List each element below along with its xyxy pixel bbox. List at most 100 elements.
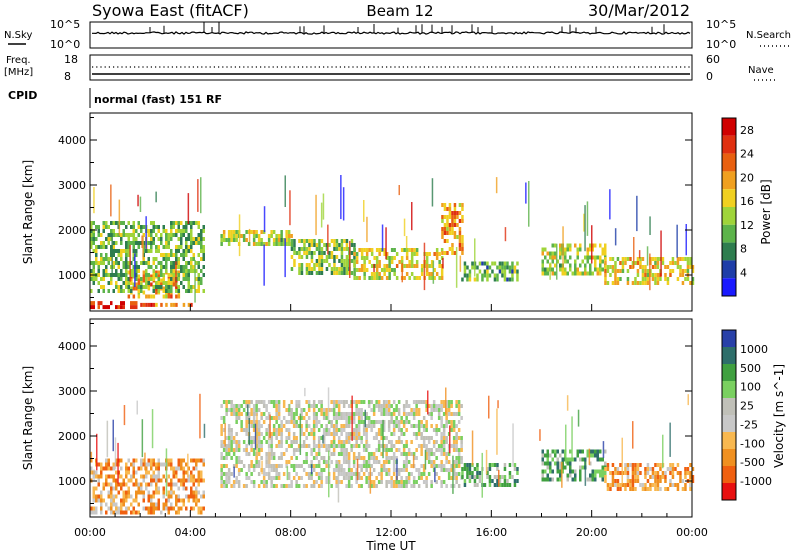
power-cell (147, 233, 150, 237)
power-cell (471, 265, 474, 270)
power-cell (197, 221, 200, 225)
power-cell (105, 257, 108, 261)
power-cell (175, 229, 178, 233)
vel-cell (422, 424, 426, 428)
vel-cell (330, 400, 333, 404)
vel-cell (478, 471, 482, 475)
vel-cell (305, 452, 308, 456)
vel-cell (370, 480, 373, 484)
power-cell (180, 221, 183, 225)
power-cell (641, 257, 645, 261)
power-cell (448, 203, 452, 207)
vel-cell (295, 456, 298, 460)
vel-cell (275, 464, 278, 468)
power-streak (385, 227, 387, 260)
vel-cell (579, 477, 582, 482)
vel-cell (392, 424, 396, 428)
vel-cell (337, 436, 341, 440)
power-cell (506, 261, 509, 266)
vel-streak (632, 421, 634, 449)
power-cell (195, 237, 198, 241)
vel-cell (325, 428, 328, 432)
power-cell (192, 237, 195, 241)
power-cell (202, 249, 205, 253)
power-cell (353, 260, 356, 264)
vel-cell (242, 440, 246, 444)
vel-cell (127, 478, 130, 483)
power-cell (569, 267, 572, 272)
vel-cell (594, 449, 597, 454)
power-cell (90, 269, 93, 273)
vel-cell (272, 424, 276, 428)
vel-cell (455, 436, 458, 440)
power-cell (566, 259, 569, 264)
power-cell (122, 289, 125, 293)
power-cell (122, 261, 125, 265)
power-cell (125, 269, 128, 273)
power-cell (135, 241, 138, 245)
vel-cell (240, 420, 243, 424)
power-streak (327, 224, 329, 255)
power-cell (135, 277, 138, 281)
power-cell (303, 243, 306, 247)
power-cell (476, 273, 479, 278)
vel-cell (385, 484, 388, 488)
power-cell (365, 268, 369, 272)
vel-cell (606, 463, 610, 467)
vel-cell (312, 444, 316, 448)
vel-cell (360, 464, 363, 468)
power-cell (511, 273, 514, 278)
power-streak (495, 177, 498, 194)
power-cell (280, 230, 283, 234)
power-cell (177, 249, 180, 253)
vel-cell (390, 444, 393, 448)
vel-cell (422, 428, 426, 432)
vel-cell (280, 444, 283, 448)
vel-cell (97, 478, 100, 483)
power-cell (541, 259, 544, 264)
vel-cell (227, 472, 231, 476)
vel-cell (402, 404, 406, 408)
vel-cell (292, 436, 296, 440)
power-cell (110, 265, 113, 269)
power-cell (430, 264, 434, 268)
power-colorbar-frame (721, 117, 737, 297)
vel-cell (110, 510, 113, 515)
vel-cell (252, 428, 256, 432)
noise-left-label: N.Sky (4, 30, 32, 41)
power-cell (117, 253, 120, 257)
power-cell (150, 294, 153, 299)
power-streak (200, 177, 202, 214)
power-streak (609, 189, 611, 220)
vel-cell (447, 408, 451, 412)
vel-cell (551, 449, 554, 454)
power-cell (353, 248, 356, 252)
vel-cell (591, 473, 594, 478)
vel-cell (157, 486, 160, 491)
vel-cell (220, 472, 223, 476)
power-cell (473, 277, 477, 282)
power-cell (636, 261, 640, 265)
vel-cell (402, 452, 406, 456)
vel-cell (295, 464, 298, 468)
power-cell (664, 273, 667, 277)
vel-cell (287, 460, 291, 464)
vel-cell (476, 463, 479, 467)
power-cell (170, 221, 173, 225)
power-cell (90, 289, 93, 293)
vel-cell (450, 420, 453, 424)
vel-cell (651, 483, 655, 487)
vel-cell (516, 479, 519, 483)
vel-cell (574, 457, 577, 462)
power-cell (107, 233, 110, 237)
vel-cell (493, 463, 497, 467)
power-cell (551, 267, 554, 272)
power-cell (415, 248, 419, 252)
power-cell (95, 257, 98, 261)
power-cell (187, 289, 190, 293)
power-cell (468, 273, 472, 278)
power-cell (270, 234, 273, 238)
vel-cell (461, 475, 464, 479)
power-cell (190, 249, 193, 253)
